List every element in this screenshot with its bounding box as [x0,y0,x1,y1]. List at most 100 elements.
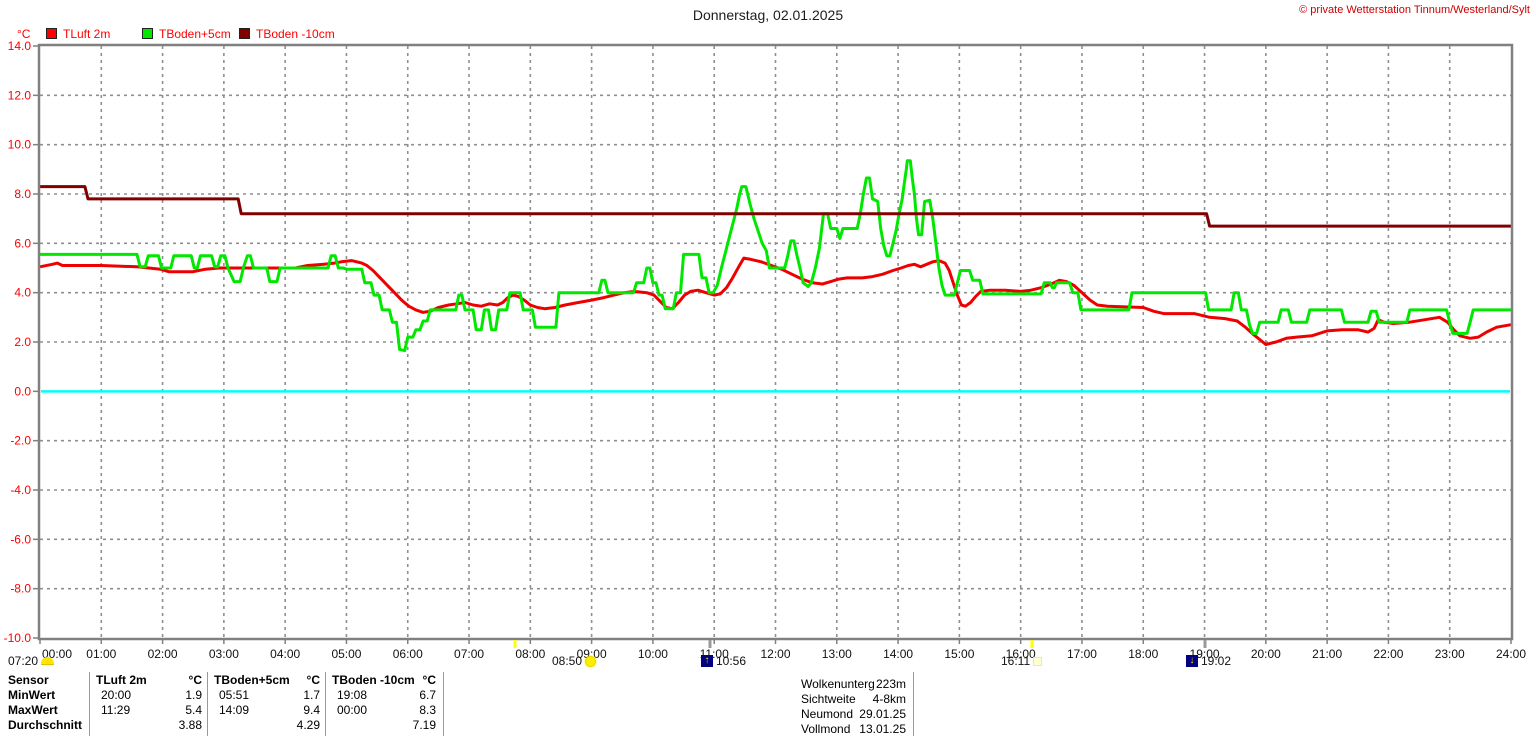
x-tick-label: 02:00 [148,647,178,661]
tluft-legend-swatch [46,28,57,39]
info-label: Wolkenunterg [801,677,875,691]
avg-value: 7.19 [412,718,436,732]
y-axis-unit-label: °C [17,27,31,41]
min-time: 19:08 [337,688,368,702]
page-title: Donnerstag, 02.01.2025 [692,7,844,23]
min-value: 6.7 [419,688,436,702]
tboden10-legend-swatch [239,28,250,39]
y-tick-label: -8.0 [10,582,31,596]
x-tick-label: 01:00 [86,647,116,661]
max-time: 11:29 [101,703,131,717]
moonrise-icon: ↓ [1186,655,1198,667]
sensor-unit: °C [188,673,202,687]
sun-icon [585,655,597,667]
table-row-header: MaxWert [8,703,58,717]
legend-label: TBoden -10cm [256,26,335,41]
table-divider [325,672,326,736]
sun-moon-event: ↓ 19:02 [1186,654,1231,668]
moonset-icon: ↑ [701,655,713,667]
x-tick-label: 24:00 [1496,647,1526,661]
y-tick-label: 6.0 [14,236,31,250]
info-value: 223m [875,677,906,691]
y-tick-label: 2.0 [14,335,31,349]
max-value: 8.3 [419,703,436,717]
legend-label: TBoden+5cm [159,26,231,41]
info-label: Neumond [801,707,854,721]
avg-value: 3.88 [178,718,202,732]
x-tick-label: 16:00 [1006,647,1036,661]
sun-moon-event-time: 08:50 [552,654,583,668]
x-tick-label: 14:00 [883,647,913,661]
table-row-header: MinWert [8,688,56,702]
min-value: 1.9 [185,688,202,702]
copyright-text: © private Wetterstation Tinnum/Westerlan… [1299,4,1530,16]
info-divider [913,672,914,736]
x-tick-label: 09:00 [577,647,607,661]
y-tick-label: -6.0 [10,532,31,546]
max-time: 14:09 [219,703,250,717]
x-tick-label: 05:00 [331,647,361,661]
info-value: 13.01.25 [859,722,906,736]
y-tick-label: -4.0 [10,483,31,497]
tboden5-legend-swatch [142,28,153,39]
legend-item-tluft: TLuft 2m [46,26,111,41]
x-tick-label: 12:00 [760,647,790,661]
table-row-header: Durchschnitt [8,718,83,732]
sun-moon-event: 16:11 [1001,654,1043,668]
sun-moon-event-time: 16:11 [1001,654,1031,668]
sensor-unit: °C [306,673,320,687]
y-tick-label: 8.0 [14,187,31,201]
table-row-header: Sensor [8,673,49,687]
y-tick-label: 4.0 [14,286,31,300]
x-tick-label: 22:00 [1373,647,1403,661]
series-line-tboden-10cm [40,185,1511,228]
sun-moon-event: ↑ 10:56 [701,654,746,668]
table-divider [89,672,90,736]
chart-svg: 14.0 12.0 10.0 8.0 6.0 4.0 2.0 0.0 -2.0 -4.0 -6.0 -… [4,39,1527,661]
sun-moon-event: 08:50 [552,654,597,668]
x-tick-label: 18:00 [1128,647,1158,661]
y-tick-label: 10.0 [8,138,32,152]
event-tick [1030,640,1034,648]
y-tick-label: 14.0 [8,39,32,53]
y-tick-label: -10.0 [4,631,32,645]
x-tick-label: 21:00 [1312,647,1342,661]
legend-item-tboden5: TBoden+5cm [142,26,231,41]
event-tick [513,640,517,648]
sensor-name: TLuft 2m [96,673,147,687]
series-line-tboden-5cm [40,159,1511,353]
x-tick-label: 06:00 [393,647,423,661]
max-value: 9.4 [303,703,320,717]
sunset-icon [1033,656,1043,666]
x-tick-label: 08:00 [515,647,545,661]
sun-moon-event-time: 07:20 [8,654,39,668]
y-tick-label: 12.0 [8,88,32,102]
sun-moon-event-time: 19:02 [1201,654,1232,668]
info-label: Vollmond [801,722,851,736]
sensor-name: TBoden+5cm [214,673,290,687]
y-tick-label: 0.0 [14,384,31,398]
legend-label: TLuft 2m [63,26,111,41]
event-tick [708,640,712,648]
min-value: 1.7 [303,688,320,702]
y-tick-label: -2.0 [10,434,31,448]
x-tick-label: 03:00 [209,647,239,661]
legend-item-tboden10: TBoden -10cm [239,26,335,41]
sensor-unit: °C [422,673,436,687]
x-tick-label: 07:00 [454,647,484,661]
x-tick-label: 10:00 [638,647,668,661]
avg-value: 4.29 [296,718,320,732]
x-tick-label: 20:00 [1251,647,1281,661]
series-line-tluft-2m [39,256,1512,346]
min-time: 20:00 [101,688,132,702]
x-tick-label: 23:00 [1435,647,1465,661]
event-tick [1203,640,1207,648]
max-time: 00:00 [337,703,368,717]
min-time: 05:51 [219,688,250,702]
info-label: Sichtweite [801,692,856,706]
table-divider [443,672,444,736]
table-divider [207,672,208,736]
x-tick-label: 04:00 [270,647,300,661]
info-value: 29.01.25 [859,707,906,721]
